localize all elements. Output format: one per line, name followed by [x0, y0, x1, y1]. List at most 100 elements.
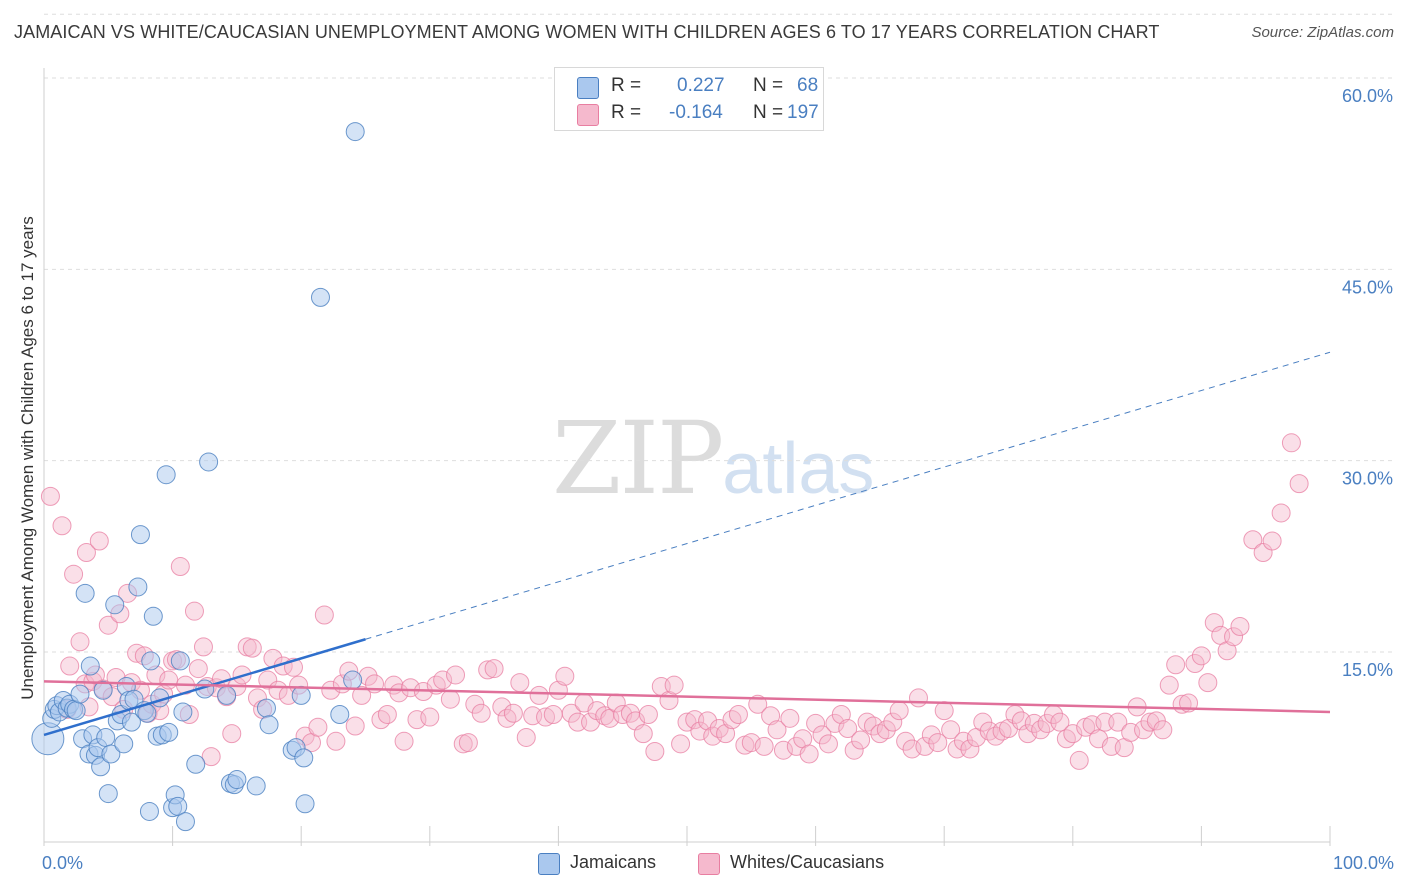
whites-point [258, 670, 278, 690]
whites-point [492, 697, 512, 717]
whites-points [40, 433, 1309, 770]
whites-point [201, 747, 221, 767]
y-tick-label-60: 60.0% [1342, 86, 1393, 106]
jamaicans-point [246, 776, 266, 796]
whites-point [458, 733, 478, 753]
jamaicans-point [227, 770, 247, 790]
whites-point [645, 741, 665, 761]
whites-point [1281, 433, 1301, 453]
jamaicans-point [121, 712, 141, 732]
whites-point [741, 733, 761, 753]
whites-point [1159, 675, 1179, 695]
jamaicans-point [66, 701, 86, 721]
jamaicans-point [93, 680, 113, 700]
whites-point [193, 637, 213, 657]
whites-point [773, 740, 793, 760]
whites-point [1204, 613, 1224, 633]
stats-legend: R = 0.227 N = 68 R = -0.164 N = 197 [554, 67, 824, 131]
whites-point [896, 731, 916, 751]
whites-point [394, 731, 414, 751]
bottom-legend-label-jamaicans: Jamaicans [570, 852, 657, 872]
whites-point [581, 712, 601, 732]
whites-point [308, 717, 328, 737]
jamaicans-point [128, 577, 148, 597]
whites-point [851, 730, 871, 750]
jamaicans-point [101, 744, 121, 764]
whites-point [222, 724, 242, 744]
x-tick-label-max: 100.0% [1332, 853, 1394, 873]
whites-point [767, 720, 787, 740]
whites-point [170, 557, 190, 577]
jamaicans-point [343, 670, 363, 690]
jamaicans-point [114, 734, 134, 754]
whites-point [915, 736, 935, 756]
whites-point [420, 707, 440, 727]
whites-point [471, 703, 491, 723]
whites-point [889, 701, 909, 721]
whites-point [510, 673, 530, 693]
whites-point [314, 605, 334, 625]
whites-point [754, 736, 774, 756]
whites-point [863, 716, 883, 736]
jamaicans-point [139, 801, 159, 821]
jamaicans-trend-extension [365, 351, 1331, 640]
whites-point [838, 719, 858, 739]
watermark: ZIPatlas [552, 400, 874, 517]
jamaicans-point [291, 685, 311, 705]
whites-point [484, 659, 504, 679]
whites-point [529, 685, 549, 705]
whites-point [638, 705, 658, 725]
whites-point [64, 564, 84, 584]
jamaicans-point [217, 685, 237, 705]
legend-r-value: 0.227 [677, 75, 725, 96]
y-tick-label-30: 30.0% [1342, 469, 1393, 489]
whites-point [698, 711, 718, 731]
whites-point [780, 708, 800, 728]
whites-point [1185, 653, 1205, 673]
whites-point [908, 688, 928, 708]
whites-point [321, 680, 341, 700]
jamaicans-point [70, 684, 90, 704]
whites-point [446, 665, 466, 685]
jamaicans-point [105, 595, 125, 615]
jamaicans-point [186, 754, 206, 774]
jamaicans-point [141, 651, 161, 671]
whites-point [844, 740, 864, 760]
legend-n-value: 197 [787, 102, 819, 123]
whites-point [1271, 503, 1291, 523]
jamaicans-point [98, 784, 118, 804]
whites-point [664, 675, 684, 695]
whites-point [377, 705, 397, 725]
whites-point [352, 685, 372, 705]
whites-point [159, 670, 179, 690]
jamaicans-point [345, 122, 365, 142]
whites-point [543, 705, 563, 725]
whites-point [1243, 530, 1263, 550]
jamaicans-point [330, 705, 350, 725]
whites-point [516, 727, 536, 747]
whites-trend-line [43, 680, 1331, 714]
y-axis-label: Unemployment Among Women with Children A… [18, 216, 37, 700]
whites-point [806, 713, 826, 733]
jamaicans-point [310, 287, 330, 307]
whites-point [1217, 641, 1237, 661]
jamaicans-point [259, 715, 279, 735]
jamaicans-point [295, 794, 315, 814]
whites-point [960, 739, 980, 759]
legend-n-label: N = [753, 102, 784, 123]
whites-point [1191, 646, 1211, 666]
jamaicans-point [168, 796, 188, 816]
whites-point [1289, 474, 1309, 494]
whites-point [818, 734, 838, 754]
whites-point [1108, 712, 1128, 732]
legend-r-label: R = [611, 102, 642, 123]
bottom-legend-swatch-jamaicans [538, 853, 560, 875]
watermark-atlas: atlas [722, 429, 875, 509]
whites-point [831, 705, 851, 725]
source-label: Source: ZipAtlas.com [1251, 24, 1394, 41]
legend-n-label: N = [753, 75, 784, 96]
whites-point [184, 601, 204, 621]
whites-point [1050, 712, 1070, 732]
legend-n-value: 68 [797, 75, 819, 96]
